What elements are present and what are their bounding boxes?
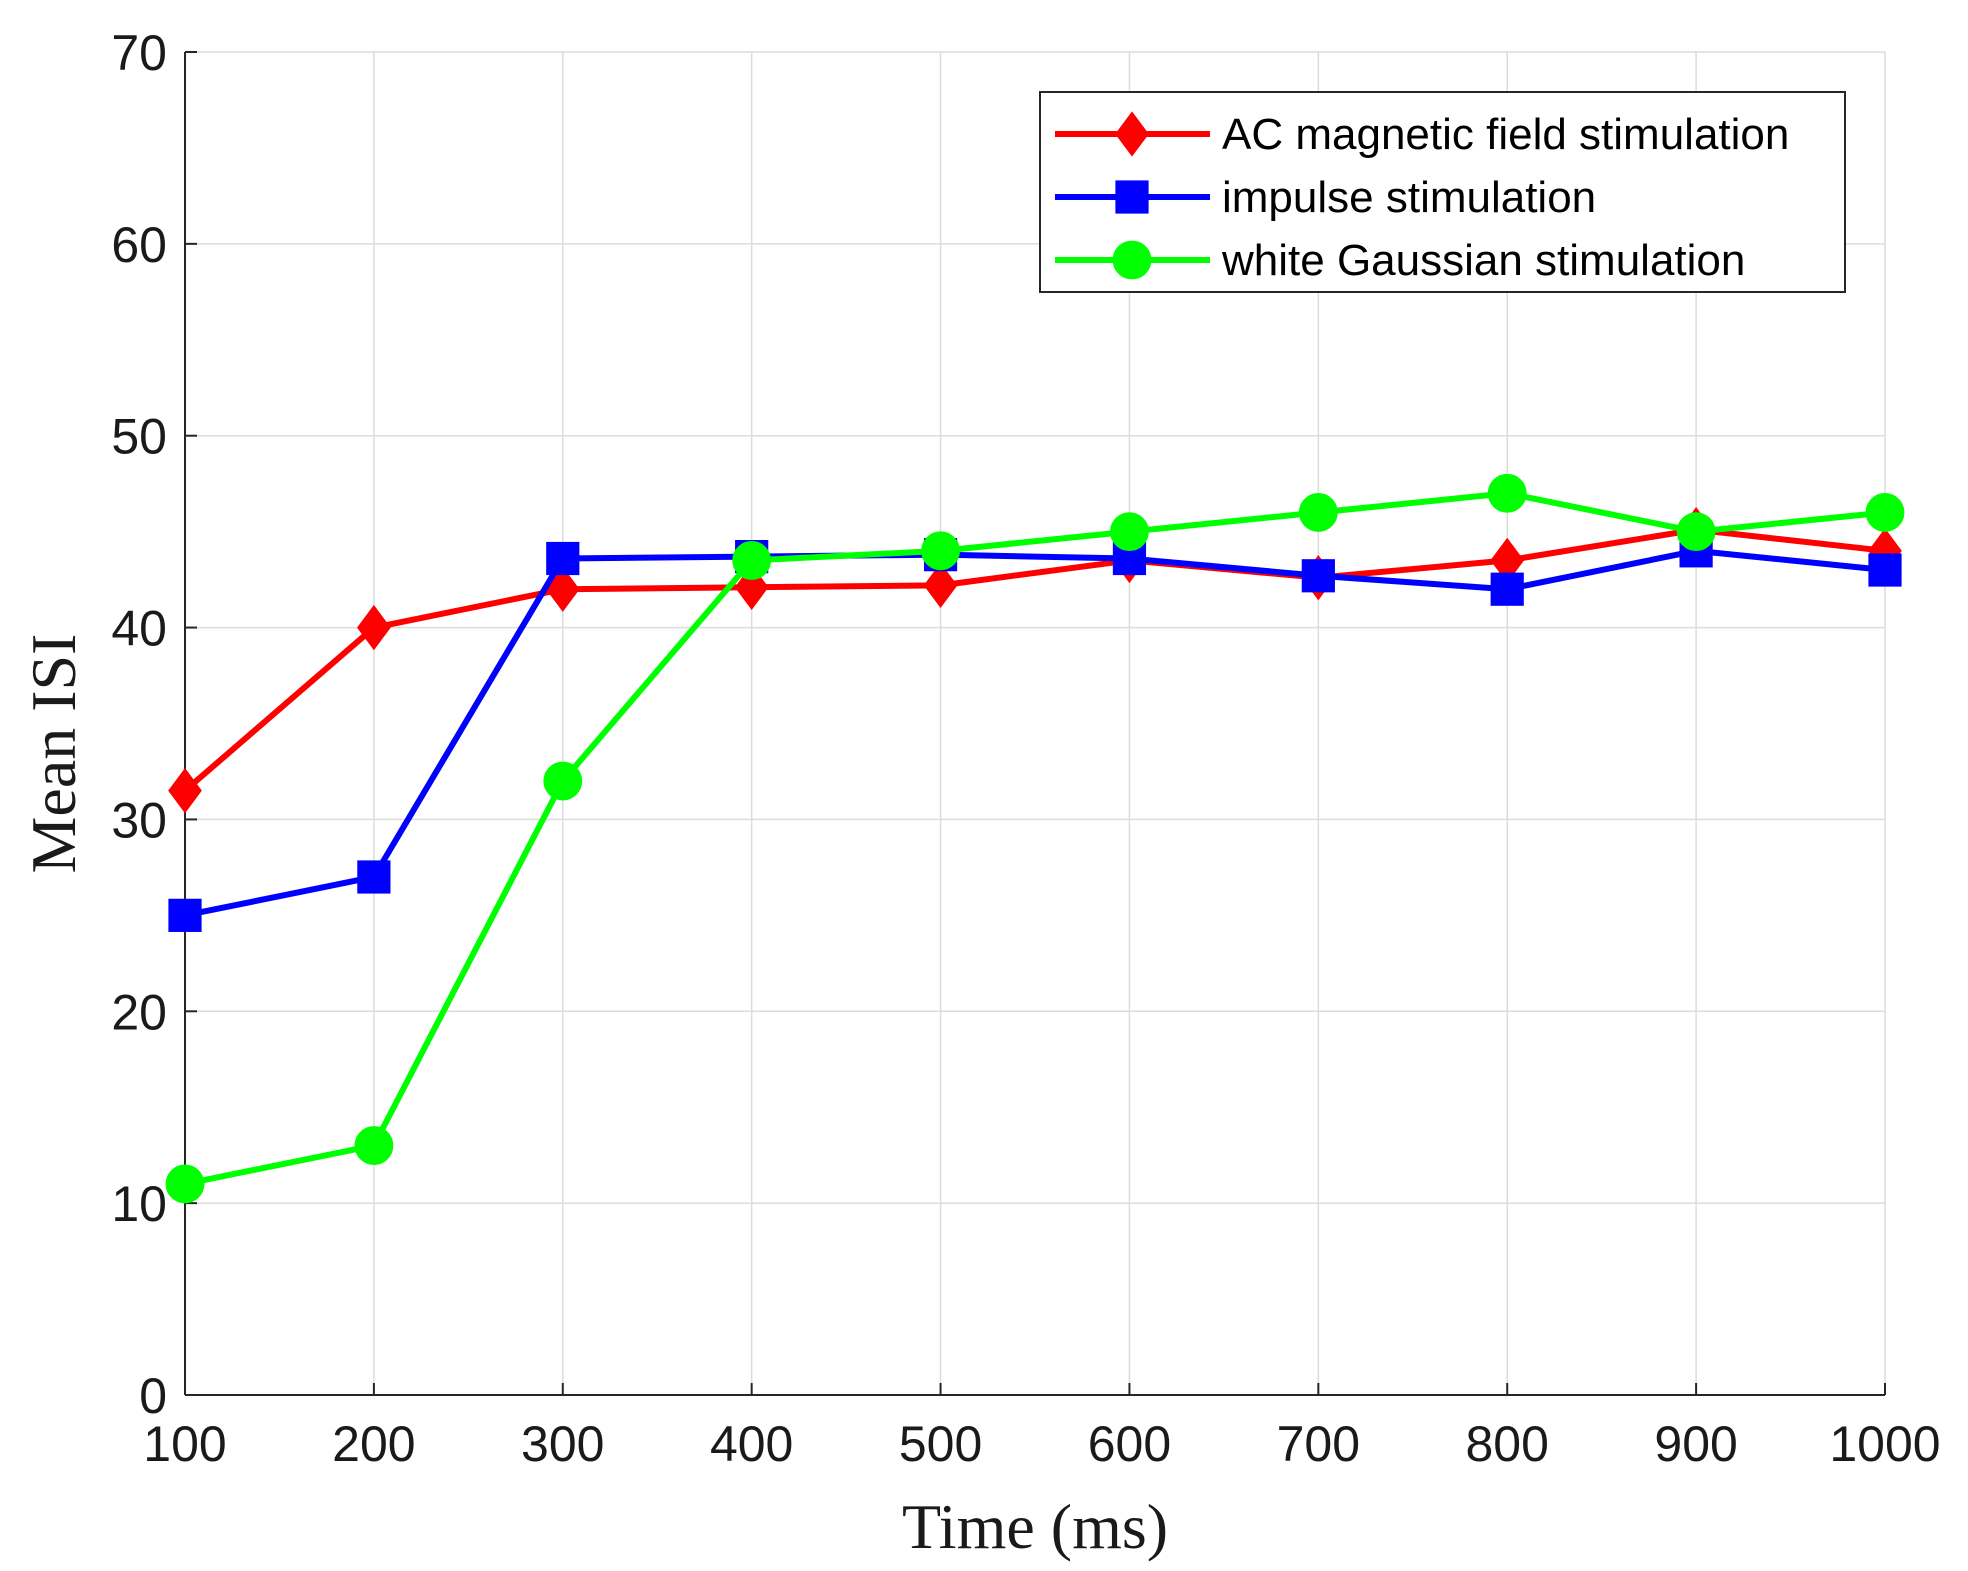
data-point-white-gaussian-stimulation — [165, 1164, 205, 1204]
legend-marker-icon — [1112, 240, 1152, 280]
y-tick-label: 50 — [111, 409, 167, 465]
y-tick-label: 30 — [111, 792, 167, 848]
y-tick-label: 0 — [139, 1368, 167, 1424]
y-tick-label: 70 — [111, 25, 167, 81]
x-axis-title: Time (ms) — [902, 1491, 1168, 1562]
x-tick-label: 800 — [1466, 1416, 1549, 1472]
data-point-impulse-stimulation — [546, 541, 580, 576]
legend-item-impulse-stimulation: impulse stimulation — [1055, 173, 1596, 222]
data-point-ac-magnetic-field-stimulation — [357, 604, 391, 651]
data-point-impulse-stimulation — [1301, 559, 1335, 593]
y-tick-label: 60 — [111, 217, 167, 273]
legend-item-ac-magnetic-field-stimulation: AC magnetic field stimulation — [1055, 110, 1789, 159]
data-point-white-gaussian-stimulation — [543, 761, 583, 801]
data-series — [165, 473, 1905, 1204]
x-tick-label: 900 — [1654, 1416, 1737, 1472]
x-tick-label: 100 — [143, 1416, 226, 1472]
data-point-impulse-stimulation — [1868, 553, 1902, 587]
x-tick-label: 400 — [710, 1416, 793, 1472]
x-tick-label: 500 — [899, 1416, 982, 1472]
data-point-white-gaussian-stimulation — [1298, 493, 1338, 532]
data-point-white-gaussian-stimulation — [921, 531, 960, 571]
tick-labels: 100 200 300 400 500 600 700 800 900 1000 0 10 20 30 40… — [111, 25, 1940, 1472]
legend-label: impulse stimulation — [1222, 173, 1596, 222]
legend-item-white-gaussian-stimulation: white Gaussian stimulation — [1055, 236, 1745, 285]
legend-label: AC magnetic field stimulation — [1222, 110, 1789, 159]
y-axis-title: Mean ISI — [18, 634, 89, 874]
legend-marker-icon — [1115, 180, 1149, 214]
series-white-gaussian-stimulation — [165, 473, 1905, 1204]
legend-label: white Gaussian stimulation — [1221, 236, 1745, 285]
data-point-ac-magnetic-field-stimulation — [545, 566, 580, 612]
y-tick-label: 10 — [111, 1176, 167, 1232]
data-point-impulse-stimulation — [168, 898, 202, 932]
x-tick-label: 600 — [1088, 1416, 1171, 1472]
data-point-white-gaussian-stimulation — [1487, 473, 1527, 513]
data-point-impulse-stimulation — [357, 860, 391, 894]
data-point-white-gaussian-stimulation — [354, 1126, 394, 1165]
y-tick-label: 40 — [111, 601, 167, 657]
data-point-white-gaussian-stimulation — [1676, 512, 1716, 552]
x-tick-label: 200 — [332, 1416, 415, 1472]
data-point-white-gaussian-stimulation — [732, 541, 772, 580]
data-point-ac-magnetic-field-stimulation — [168, 767, 202, 814]
data-point-impulse-stimulation — [1490, 572, 1524, 606]
x-tick-label: 1000 — [1829, 1416, 1940, 1472]
data-point-ac-magnetic-field-stimulation — [923, 562, 958, 609]
legend-marker-icon — [1115, 111, 1149, 157]
series-line-impulse-stimulation — [184, 547, 1886, 919]
x-tick-label: 700 — [1277, 1416, 1360, 1472]
data-point-white-gaussian-stimulation — [1110, 512, 1149, 552]
legend-box — [1039, 91, 1846, 293]
y-tick-label: 20 — [111, 984, 167, 1040]
legend: AC magnetic field stimulation impulse sti… — [1039, 91, 1846, 293]
x-tick-label: 300 — [521, 1416, 604, 1472]
series-line-ac-magnetic-field-stimulation — [183, 526, 1886, 793]
series-line-white-gaussian-stimulation — [184, 490, 1886, 1187]
data-point-white-gaussian-stimulation — [1865, 493, 1905, 532]
